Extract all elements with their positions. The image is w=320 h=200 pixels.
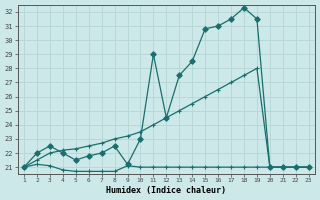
X-axis label: Humidex (Indice chaleur): Humidex (Indice chaleur) [106,186,226,195]
